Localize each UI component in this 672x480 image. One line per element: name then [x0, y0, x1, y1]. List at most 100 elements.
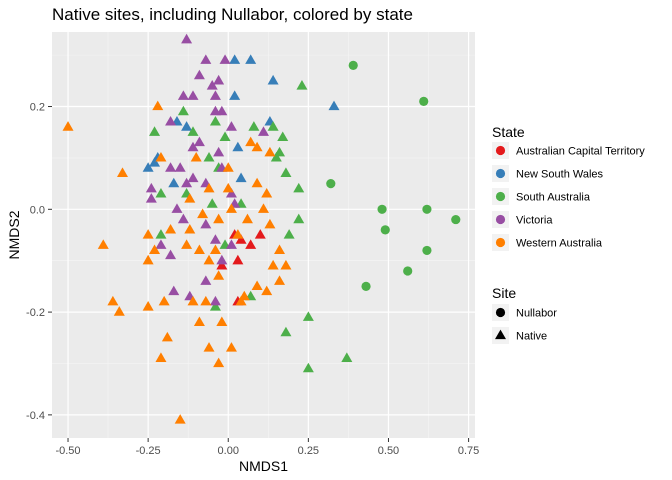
x-tick-label: 0.00 — [218, 445, 239, 457]
data-point — [241, 213, 253, 224]
data-point — [213, 146, 225, 157]
data-point — [258, 126, 269, 136]
data-point — [165, 116, 177, 126]
data-point — [213, 74, 225, 85]
legend-label: Nullabor — [516, 308, 557, 320]
data-point — [264, 146, 276, 157]
data-point — [216, 254, 228, 265]
legend-site-title: Site — [492, 285, 516, 301]
data-point — [235, 295, 247, 306]
data-point — [187, 172, 199, 183]
data-point — [293, 213, 305, 224]
data-point — [62, 121, 74, 131]
data-point — [264, 218, 276, 229]
data-point — [187, 126, 199, 136]
data-point — [197, 208, 209, 219]
data-point — [155, 352, 167, 362]
data-point — [213, 357, 225, 368]
data-point — [181, 177, 193, 188]
data-point — [142, 162, 154, 172]
data-point — [145, 182, 157, 193]
data-point — [229, 90, 241, 100]
data-point — [184, 223, 196, 234]
data-point — [181, 239, 193, 249]
data-point — [142, 301, 154, 311]
legend-state-title: State — [492, 124, 525, 140]
legend-swatch — [495, 191, 506, 202]
data-point — [209, 301, 221, 311]
data-point — [174, 414, 186, 424]
data-point — [216, 316, 228, 326]
data-point — [219, 54, 231, 64]
legend-shape-triangle — [495, 329, 506, 340]
legend-swatch — [495, 145, 506, 156]
data-point — [113, 306, 125, 316]
data-point — [200, 218, 212, 229]
data-point — [235, 234, 247, 244]
data-point — [209, 295, 221, 306]
legend-label: Native — [516, 331, 547, 343]
data-point — [149, 244, 161, 255]
data-point — [155, 239, 167, 249]
data-point — [149, 157, 161, 167]
data-point — [193, 136, 205, 147]
data-point — [206, 80, 218, 90]
data-point — [171, 203, 183, 213]
legend-swatch — [495, 214, 506, 225]
data-point — [280, 167, 292, 177]
data-point — [181, 33, 193, 44]
data-point — [165, 162, 177, 172]
data-point — [203, 152, 215, 162]
data-point — [261, 187, 273, 198]
data-point — [302, 362, 314, 373]
grid-minor — [52, 32, 475, 438]
data-point — [187, 90, 199, 100]
data-point — [235, 172, 247, 183]
data-point — [248, 121, 260, 131]
data-point — [222, 162, 234, 172]
data-point — [225, 239, 237, 249]
data-point — [251, 141, 263, 152]
data-point — [184, 193, 196, 203]
data-point — [193, 69, 205, 80]
legend-label: Australian Capital Territory — [516, 146, 645, 158]
data-point — [161, 331, 173, 342]
x-tick-label: -0.50 — [55, 445, 80, 457]
x-tick-label: 0.75 — [458, 445, 479, 457]
data-point — [142, 229, 154, 239]
data-point — [165, 223, 177, 234]
data-point — [280, 259, 292, 270]
data-point — [232, 141, 244, 152]
data-point — [193, 244, 205, 255]
data-point — [145, 193, 157, 203]
y-axis-ticks: -0.4 -0.2 0.0 0.2 — [26, 102, 52, 422]
data-point — [149, 126, 161, 136]
data-point — [377, 204, 387, 214]
data-point — [229, 54, 241, 64]
data-point — [181, 121, 193, 131]
data-point — [341, 352, 353, 362]
y-tick-label: -0.2 — [26, 307, 45, 319]
data-point — [187, 295, 199, 306]
x-axis-ticks: -0.50 -0.25 0.00 0.25 0.50 0.75 — [55, 438, 479, 457]
data-point — [326, 179, 336, 189]
data-point — [361, 281, 371, 291]
data-point — [216, 259, 228, 270]
data-point — [155, 229, 167, 239]
data-point — [165, 249, 177, 260]
data-point — [451, 214, 461, 225]
data-point — [274, 244, 286, 255]
data-point — [258, 203, 269, 213]
data-point — [219, 131, 231, 141]
x-axis-title: NMDS1 — [239, 458, 288, 474]
data-point — [328, 100, 340, 111]
data-point — [193, 316, 205, 326]
legend-label: Western Australia — [516, 238, 603, 250]
data-point — [267, 121, 279, 131]
data-point — [225, 187, 237, 198]
data-point — [267, 74, 279, 85]
data-point — [209, 244, 221, 255]
data-point — [296, 80, 308, 90]
data-point — [302, 311, 314, 321]
